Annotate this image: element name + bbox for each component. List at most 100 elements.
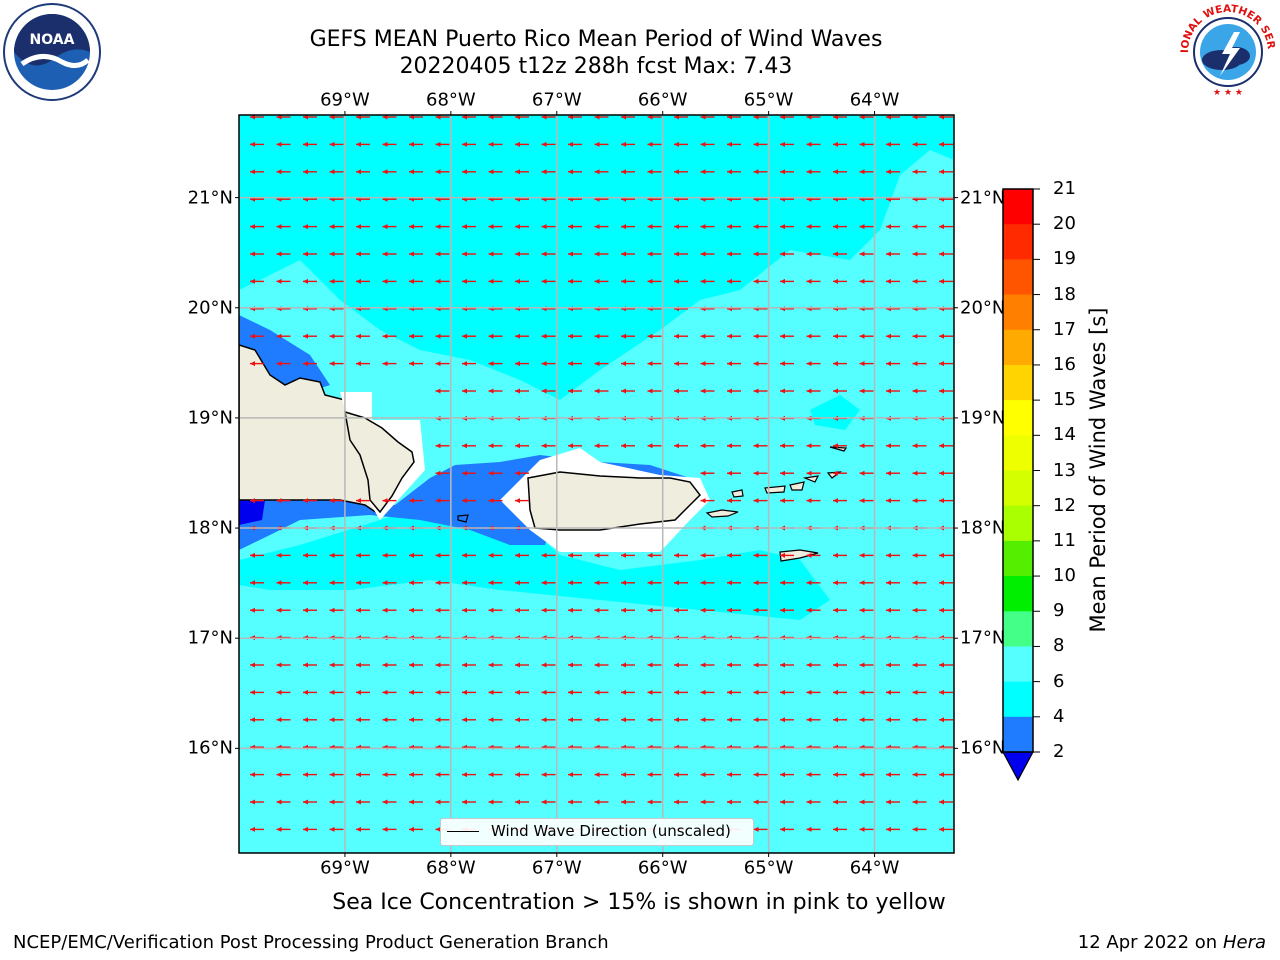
wave-arrow — [674, 388, 688, 394]
wave-arrow — [700, 251, 715, 257]
wave-arrow — [276, 689, 291, 695]
wave-arrow — [727, 115, 741, 120]
wave-arrow — [833, 251, 847, 257]
wave-arrow — [621, 689, 635, 695]
wave-arrow — [727, 251, 741, 257]
wave-arrow — [568, 443, 582, 449]
wave-arrow — [753, 552, 768, 558]
wave-arrow — [833, 717, 847, 723]
wave-arrow — [409, 799, 423, 805]
lon-label-top: 65°W — [743, 89, 794, 111]
wave-arrow — [727, 388, 741, 394]
wave-arrow — [806, 443, 821, 449]
wave-arrow — [939, 388, 953, 394]
wave-arrow — [329, 278, 344, 284]
wave-arrow — [939, 224, 953, 230]
wave-arrow — [250, 662, 264, 668]
wave-arrow — [859, 443, 874, 449]
wave-arrow — [886, 141, 900, 147]
wave-arrow — [409, 333, 423, 339]
wave-arrow — [541, 251, 556, 257]
wave-arrow — [859, 470, 874, 476]
wave-arrow — [806, 717, 821, 723]
wave-arrow — [727, 224, 741, 230]
map-frame — [238, 114, 955, 854]
wave-arrow — [647, 799, 662, 805]
lon-label-bottom: 65°W — [743, 857, 794, 879]
wave-arrow — [303, 607, 317, 613]
wave-arrow — [621, 717, 635, 723]
wave-arrow — [594, 141, 609, 147]
wave-arrow — [303, 278, 317, 284]
wave-arrow — [939, 470, 953, 476]
wave-arrow — [886, 470, 900, 476]
wave-arrow — [912, 552, 927, 558]
wave-arrow — [488, 115, 503, 120]
wave-arrow — [356, 224, 370, 230]
wave-arrow — [700, 799, 715, 805]
wave-arrow — [488, 689, 503, 695]
wave-arrow — [276, 278, 291, 284]
wave-arrow — [568, 333, 582, 339]
wave-arrow — [462, 251, 476, 257]
wave-arrow — [674, 169, 688, 175]
wave-arrow — [859, 826, 874, 832]
wave-arrow — [753, 580, 768, 586]
wave-arrow — [912, 498, 927, 504]
lat-label-right: 19°N — [960, 407, 1006, 429]
wave-arrow — [409, 278, 423, 284]
wave-arrow — [647, 333, 662, 339]
wave-arrow — [727, 361, 741, 367]
wave-arrow — [806, 169, 821, 175]
wave-arrow — [515, 772, 529, 778]
wave-arrow — [700, 772, 715, 778]
wave-arrow — [462, 224, 476, 230]
wave-arrow — [568, 799, 582, 805]
wave-arrow — [621, 333, 635, 339]
wave-arrow — [276, 580, 291, 586]
wave-arrow — [382, 333, 397, 339]
map-area — [239, 115, 954, 853]
wave-arrow — [488, 498, 503, 504]
wave-arrow — [806, 361, 821, 367]
wave-arrow — [541, 169, 556, 175]
wave-arrow — [594, 552, 609, 558]
wave-arrow — [674, 251, 688, 257]
wave-arrow — [435, 115, 450, 120]
wave-arrow — [382, 662, 397, 668]
wave-arrow — [780, 251, 794, 257]
wave-arrow — [382, 361, 397, 367]
wave-arrow — [329, 224, 344, 230]
wave-arrow — [515, 470, 529, 476]
wave-arrow — [833, 498, 847, 504]
mona-island — [457, 514, 469, 523]
wave-arrow — [382, 552, 397, 558]
lat-label-right: 17°N — [960, 627, 1006, 649]
wave-arrow — [886, 826, 900, 832]
wave-arrow — [356, 333, 370, 339]
wave-arrow — [462, 772, 476, 778]
wave-arrow — [435, 141, 450, 147]
wave-arrow — [435, 169, 450, 175]
wave-arrow — [833, 552, 847, 558]
wave-arrow — [356, 552, 370, 558]
wave-arrow — [859, 251, 874, 257]
wave-arrow — [250, 498, 264, 504]
wave-arrow — [435, 251, 450, 257]
wave-arrow — [356, 607, 370, 613]
lon-label-top: 68°W — [425, 89, 476, 111]
wave-arrow — [515, 169, 529, 175]
wave-arrow — [462, 662, 476, 668]
wave-arrow — [727, 662, 741, 668]
wave-arrow — [700, 388, 715, 394]
lat-label-right: 16°N — [960, 737, 1006, 759]
wave-arrow — [541, 115, 556, 120]
wave-arrow — [939, 361, 953, 367]
wave-arrow — [753, 826, 768, 832]
wave-arrow — [753, 141, 768, 147]
wave-arrow — [674, 717, 688, 723]
wave-arrow — [647, 607, 662, 613]
wave-arrow — [435, 689, 450, 695]
wave-arrow — [939, 169, 953, 175]
wave-arrow — [329, 662, 344, 668]
